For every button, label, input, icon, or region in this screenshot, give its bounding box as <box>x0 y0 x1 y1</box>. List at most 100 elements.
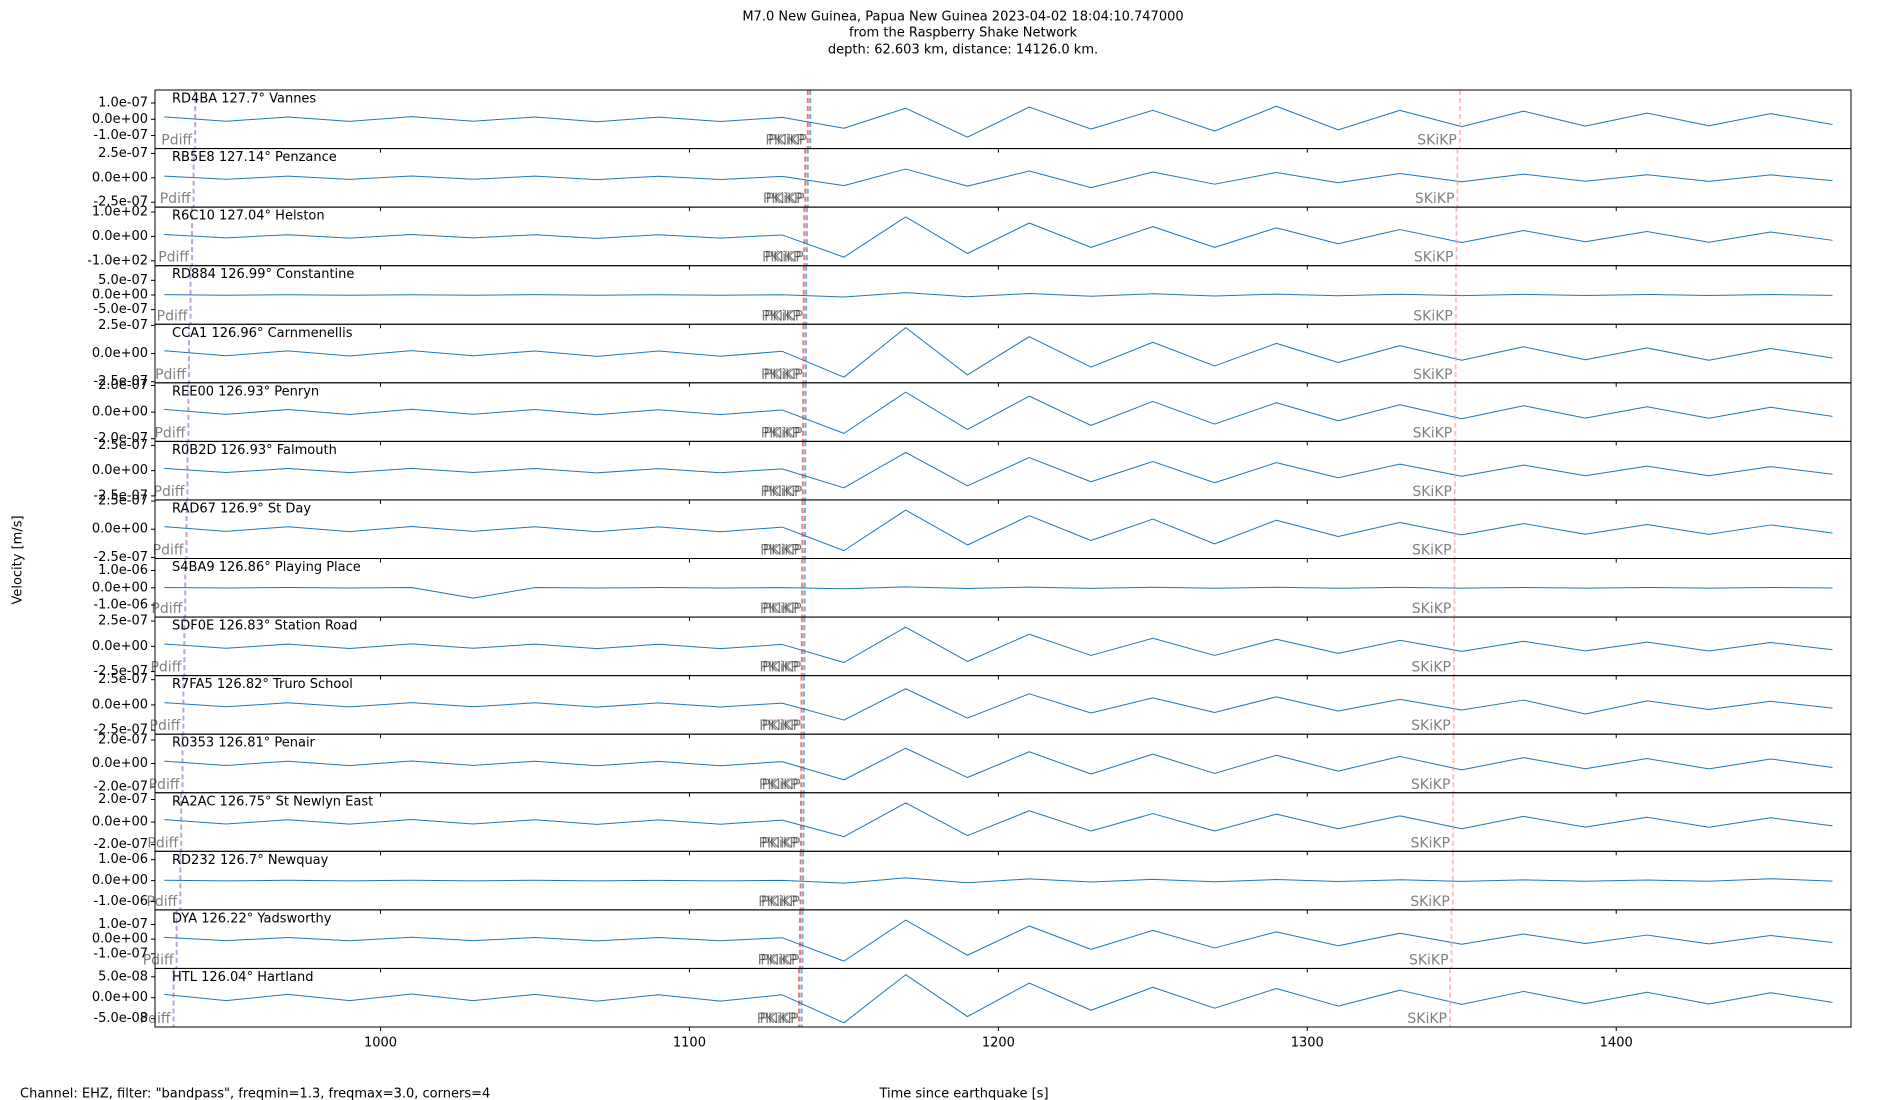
phase-label: PKiKP <box>763 601 802 617</box>
station-label: HTL 126.04° Hartland <box>172 970 313 985</box>
waveform <box>164 802 1833 838</box>
panel-frame <box>154 89 1852 150</box>
phase-label: SKiKP <box>1409 952 1449 968</box>
phase-label: PKIKP <box>765 133 804 149</box>
phase-label: Pdiff <box>158 250 189 266</box>
phase-label: PKIKP <box>761 367 800 383</box>
phase-label: PKIKP <box>758 952 797 968</box>
waveform <box>164 919 1833 962</box>
waveform <box>164 216 1833 258</box>
waveform <box>164 586 1833 599</box>
y-tick-label: 0.0e+00 <box>92 522 148 537</box>
y-tick-label: -2.5e-07 <box>93 664 148 679</box>
phase-label: SKiKP <box>1411 660 1451 676</box>
waveform <box>164 292 1833 298</box>
station-label: R7FA5 126.82° Truro School <box>172 677 353 692</box>
phase-label: SKiKP <box>1417 133 1457 149</box>
y-tick-label: 1.0e-07 <box>98 917 148 932</box>
phase-label: PKiKP <box>763 425 802 441</box>
y-tick-label: -1.0e-07 <box>93 946 148 961</box>
y-tick-label: 0.0e+00 <box>92 463 148 478</box>
x-tick-label: 1200 <box>982 1036 1015 1051</box>
y-tick-label: 2.0e-07 <box>98 733 148 748</box>
x-tick-label: 1400 <box>1600 1036 1633 1051</box>
phase-label: Pdiff <box>147 835 178 851</box>
waveform <box>164 451 1833 489</box>
phase-label: PKiKP <box>760 952 799 968</box>
y-tick-label: 0.0e+00 <box>92 580 148 595</box>
phase-label: SKiKP <box>1411 718 1451 734</box>
station-label: SDF0E 126.83° Station Road <box>172 619 357 634</box>
y-tick-label: -1.0e+02 <box>87 253 148 268</box>
y-tick-label: 0.0e+00 <box>92 815 148 830</box>
phase-label: SKiKP <box>1412 601 1452 617</box>
waveform <box>164 509 1833 552</box>
y-tick-label: 0.0e+00 <box>92 873 148 888</box>
phase-label: Pdiff <box>149 777 180 793</box>
title-line: from the Raspberry Shake Network <box>849 26 1078 41</box>
phase-label: SKiKP <box>1413 367 1453 383</box>
y-tick-label: -2.0e-07 <box>93 431 148 446</box>
phase-label: PKIKP <box>761 425 800 441</box>
phase-label: SKiKP <box>1413 308 1453 324</box>
phase-label: PKIKP <box>758 894 797 910</box>
y-tick-label: -1.0e-06 <box>93 894 148 909</box>
y-tick-label: -2.5e-07 <box>93 374 148 389</box>
panel-frame <box>154 323 1852 384</box>
station-label: DYA 126.22° Yadsworthy <box>172 911 332 926</box>
y-tick-label: 0.0e+00 <box>92 287 148 302</box>
phase-label: SKiKP <box>1411 777 1451 793</box>
phase-label: Pdiff <box>161 133 192 149</box>
y-tick-label: -2.5e-07 <box>93 195 148 210</box>
y-tick-label: 1.0e-07 <box>98 96 148 111</box>
phase-label: PKiKP <box>762 660 801 676</box>
phase-label: Pdiff <box>151 601 182 617</box>
phase-label: PKiKP <box>762 718 801 734</box>
x-axis-label: Time since earthquake [s] <box>878 1087 1048 1100</box>
y-tick-label: 0.0e+00 <box>92 405 148 420</box>
y-tick-label: 0.0e+00 <box>92 346 148 361</box>
phase-label: PKiKP <box>759 1011 798 1027</box>
y-tick-label: 2.5e-07 <box>98 672 148 687</box>
phase-label: PKIKP <box>760 601 799 617</box>
station-label: RD232 126.7° Newquay <box>172 853 329 868</box>
phase-label: Pdiff <box>150 660 181 676</box>
y-tick-label: -1.0e-07 <box>93 128 148 143</box>
panel-frame <box>154 440 1852 501</box>
station-label: RD4BA 127.7° Vannes <box>172 92 316 107</box>
y-tick-label: -5.0e-07 <box>93 302 148 317</box>
waveform <box>164 688 1833 721</box>
y-tick-label: 2.0e-07 <box>98 792 148 807</box>
station-label: REE00 126.93° Penryn <box>172 384 319 399</box>
phase-label: SKiKP <box>1414 250 1454 266</box>
y-tick-label: 2.5e-07 <box>98 438 148 453</box>
station-label: S4BA9 126.86° Playing Place <box>172 560 361 575</box>
x-tick-label: 1100 <box>673 1036 706 1051</box>
panel-frame <box>154 499 1852 559</box>
phase-label: Pdiff <box>146 894 177 910</box>
y-tick-label: -2.5e-07 <box>93 723 148 738</box>
panel-frame <box>154 675 1852 735</box>
y-tick-label: 0.0e+00 <box>92 756 148 771</box>
panel-frame <box>154 792 1852 852</box>
y-tick-label: 5.0e-08 <box>98 969 148 984</box>
phase-label: Pdiff <box>160 191 191 207</box>
y-tick-label: 2.0e-07 <box>98 378 148 393</box>
phase-label: PKiKP <box>761 835 800 851</box>
title-line: depth: 62.603 km, distance: 14126.0 km. <box>828 43 1098 58</box>
phase-label: PKiKP <box>763 484 802 500</box>
phase-label: PKIKP <box>757 1011 796 1027</box>
station-label: R0353 126.81° Penair <box>172 736 316 751</box>
phase-label: PKiKP <box>768 133 807 149</box>
panel-frame <box>154 382 1852 442</box>
phase-label: PKIKP <box>762 250 801 266</box>
phase-label: PKIKP <box>761 308 800 324</box>
y-tick-label: 0.0e+00 <box>92 639 148 654</box>
station-label: CCA1 126.96° Carnmenellis <box>172 326 353 341</box>
y-tick-label: 1.0e-06 <box>98 563 148 578</box>
waveform <box>164 105 1833 138</box>
y-axis-label: Velocity [m/s] <box>11 515 26 604</box>
phase-label: SKiKP <box>1412 484 1452 500</box>
y-tick-label: 1.0e+02 <box>92 205 148 220</box>
